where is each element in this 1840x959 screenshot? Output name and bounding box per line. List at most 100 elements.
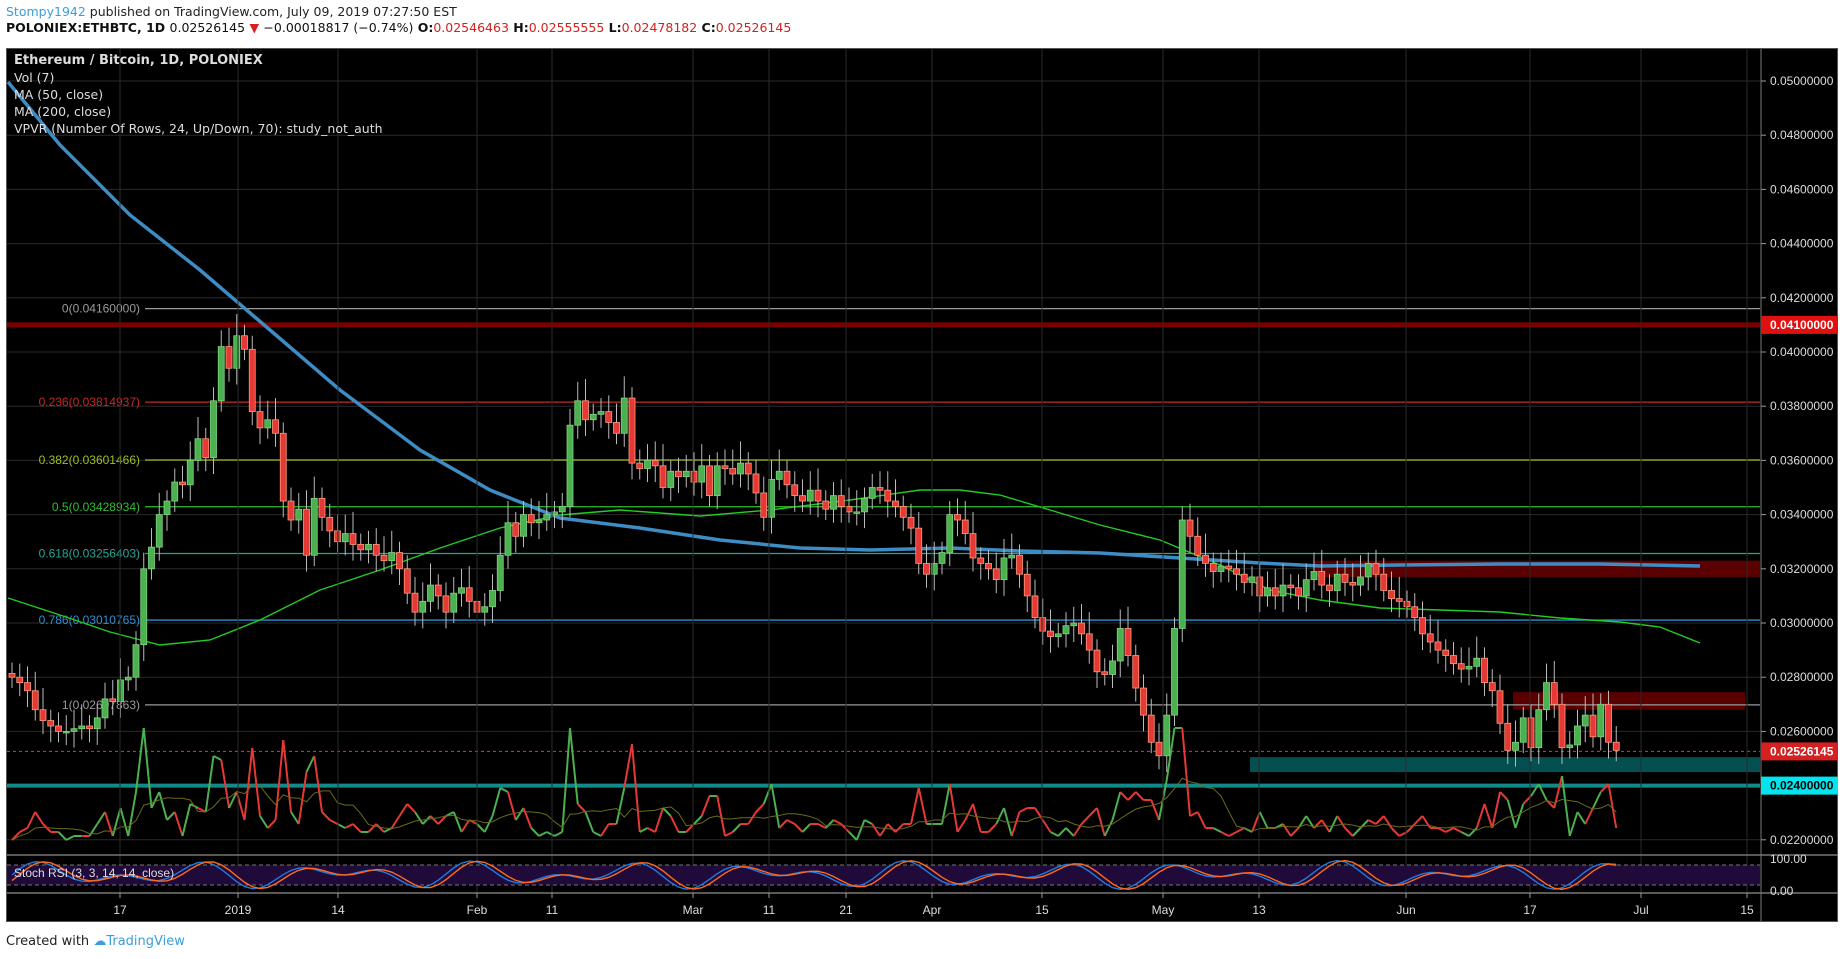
candle — [667, 470, 675, 488]
low-label: L: — [608, 20, 622, 35]
stoch-d-line — [11, 859, 1617, 891]
created-with-text: Created with — [6, 934, 90, 949]
svg-text:0.02526145: 0.02526145 — [1770, 744, 1834, 758]
candle — [1217, 565, 1225, 572]
candle — [1527, 717, 1535, 749]
candle — [380, 554, 388, 562]
y-tick-label: 0.03600000 — [1770, 453, 1834, 467]
candle — [1457, 663, 1465, 670]
price-change: −0.00018817 (−0.74%) — [263, 20, 414, 35]
candle — [31, 690, 39, 711]
candle — [303, 508, 310, 556]
x-tick-label: 11 — [546, 903, 559, 917]
candle — [1070, 622, 1078, 627]
candle — [558, 506, 566, 513]
candle — [396, 552, 403, 570]
candle — [760, 492, 768, 518]
candle — [1132, 655, 1140, 689]
author-link[interactable]: Stompy1942 — [6, 4, 86, 19]
candle — [489, 590, 496, 608]
fib-label: 0.382(0.03601466) — [39, 453, 140, 467]
candle — [1504, 722, 1512, 751]
svg-text:0.04100000: 0.04100000 — [1770, 318, 1834, 332]
candle — [535, 519, 543, 524]
candle — [1372, 562, 1380, 575]
candle — [210, 400, 217, 459]
candle — [403, 568, 411, 594]
close-label: C: — [701, 20, 716, 35]
candle — [1225, 565, 1233, 570]
candle — [1062, 625, 1070, 635]
open-value: 0.02546463 — [433, 20, 509, 35]
candle — [101, 698, 109, 719]
fib-label: 0.236(0.03814937) — [39, 395, 140, 409]
candle — [1171, 628, 1178, 716]
y-tick-label: 0.03400000 — [1770, 508, 1834, 522]
candle — [357, 544, 365, 551]
candle — [938, 552, 946, 564]
candle — [1202, 554, 1209, 564]
candle — [946, 514, 954, 553]
chart-frame[interactable] — [6, 48, 1838, 922]
candle — [1581, 714, 1589, 727]
candle — [171, 481, 179, 502]
candle — [1101, 671, 1109, 675]
candle — [16, 676, 24, 684]
ma200-line — [7, 80, 1701, 568]
candle — [140, 568, 148, 646]
candle — [1279, 584, 1287, 597]
candle — [1357, 576, 1364, 586]
candle — [1008, 554, 1016, 559]
last-price: 0.02526145 — [169, 20, 246, 35]
legend-ma200[interactable]: MA (200, close) — [14, 104, 112, 119]
publish-info: Stompy1942 published on TradingView.com,… — [6, 4, 457, 19]
candle — [1264, 587, 1271, 597]
candle — [613, 422, 620, 434]
candle — [806, 489, 814, 502]
candle — [861, 497, 868, 513]
legend-vpvr[interactable]: VPVR (Number Of Rows, 24, Up/Down, 70): … — [14, 121, 383, 136]
candle — [1388, 590, 1395, 600]
candle — [419, 600, 427, 613]
y-tick-label: 0.04800000 — [1770, 128, 1834, 142]
candle — [1341, 573, 1349, 583]
chart-legend: Ethereum / Bitcoin, 1D, POLONIEX Vol (7)… — [14, 52, 383, 137]
candle — [1194, 535, 1202, 556]
candle — [202, 438, 210, 459]
candle — [411, 592, 419, 613]
x-tick-label: 15 — [1035, 903, 1049, 917]
candle — [39, 709, 47, 721]
candle — [1310, 571, 1318, 581]
candle — [954, 514, 961, 521]
candle — [264, 419, 272, 429]
candle — [582, 400, 589, 421]
candle — [1186, 519, 1194, 537]
candle — [1287, 584, 1295, 589]
candle — [465, 587, 473, 602]
candle — [70, 728, 78, 732]
y-tick-label: 0.04400000 — [1770, 237, 1834, 251]
candle — [326, 516, 334, 532]
candle — [1295, 587, 1302, 597]
candle — [349, 533, 357, 545]
tradingview-link[interactable]: TradingView — [106, 934, 185, 949]
svg-text:0.00: 0.00 — [1770, 884, 1794, 898]
candle — [1271, 587, 1279, 597]
candle — [977, 557, 985, 564]
candle — [287, 500, 295, 521]
candle — [24, 682, 31, 692]
tradingview-logo-icon[interactable]: ☁ — [93, 934, 107, 949]
candle — [961, 519, 969, 534]
candle — [620, 397, 628, 434]
x-tick-label: 2019 — [225, 903, 252, 917]
candle — [1256, 576, 1264, 597]
y-tick-label: 0.04200000 — [1770, 291, 1834, 305]
candle — [876, 487, 884, 491]
legend-ma50[interactable]: MA (50, close) — [14, 87, 104, 102]
legend-volume[interactable]: Vol (7) — [14, 70, 55, 85]
candle — [713, 465, 721, 497]
svg-text:0.02400000: 0.02400000 — [1770, 779, 1834, 793]
candle — [822, 500, 830, 510]
candle — [1488, 682, 1496, 692]
